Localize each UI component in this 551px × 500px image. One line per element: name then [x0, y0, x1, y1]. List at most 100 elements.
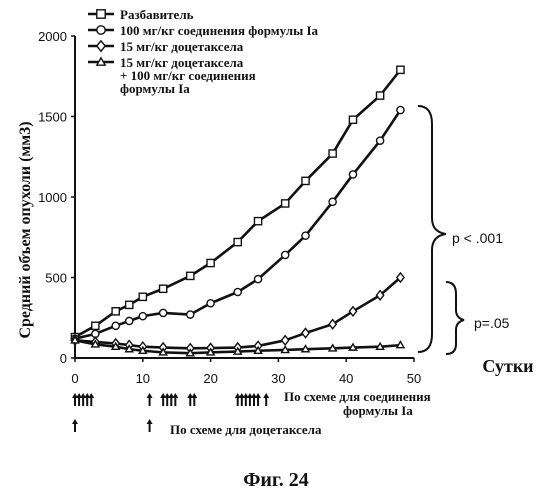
data-point-circle — [329, 198, 336, 205]
data-point-diamond — [302, 328, 309, 337]
dose-arrow-compound — [235, 393, 241, 406]
dose-arrow-compound — [160, 393, 166, 406]
x-tick-label: 10 — [136, 371, 150, 386]
data-point-circle — [302, 232, 309, 239]
figure-caption: Фиг. 24 — [243, 469, 309, 491]
dose-arrow-compound — [164, 393, 170, 406]
data-point-circle — [349, 171, 356, 178]
dosing-docetaxel-label: По схеме для доцетаксела — [170, 422, 322, 437]
x-tick-label: 50 — [407, 371, 421, 386]
x-tick-label: 30 — [271, 371, 285, 386]
data-point-square — [207, 259, 214, 266]
dose-arrow-compound — [263, 393, 269, 406]
data-point-square — [160, 285, 167, 292]
dose-arrow-compound — [88, 393, 94, 406]
x-tick-label: 20 — [203, 371, 217, 386]
data-point-circle — [282, 251, 289, 258]
series-diamond — [71, 273, 404, 353]
dosing-arrows-compound — [72, 393, 269, 406]
data-point-square — [234, 238, 241, 245]
legend-item-triangle: 15 мг/кг доцетаксела+ 100 мг/кг соединен… — [88, 55, 256, 96]
series-line-circle — [75, 110, 400, 339]
y-tick-label: 1500 — [38, 110, 67, 125]
y-tick-labels: 0 500 1000 1500 2000 — [38, 29, 75, 366]
data-point-square — [282, 200, 289, 207]
dose-arrow-compound — [168, 393, 174, 406]
arrow-head — [88, 393, 94, 398]
data-point-circle — [112, 322, 119, 329]
dose-arrow-compound — [72, 393, 78, 406]
data-point-square — [187, 272, 194, 279]
dose-arrow-compound — [251, 393, 257, 406]
series-circle — [71, 106, 404, 342]
data-point-diamond — [97, 41, 105, 51]
legend-label: Разбавитель — [120, 7, 194, 22]
p-value-upper: p < .001 — [452, 230, 503, 246]
dose-arrow-compound — [247, 393, 253, 406]
legend-label: 100 мг/кг соединения формулы Ia — [120, 23, 319, 38]
arrow-head — [147, 419, 153, 424]
data-point-square — [254, 218, 261, 225]
data-point-triangle — [349, 344, 356, 350]
data-point-triangle — [397, 342, 404, 348]
data-point-circle — [139, 313, 146, 320]
y-tick-label: 500 — [45, 271, 67, 286]
data-point-circle — [160, 309, 167, 316]
x-tick-label: 0 — [71, 371, 78, 386]
legend: Разбавитель100 мг/кг соединения формулы … — [88, 7, 319, 96]
dose-arrow-compound — [187, 393, 193, 406]
arrow-head — [147, 393, 153, 398]
dose-arrow-compound — [255, 393, 261, 406]
legend-item-circle: 100 мг/кг соединения формулы Ia — [88, 23, 319, 38]
y-tick-label: 2000 — [38, 29, 67, 44]
dose-arrow-compound — [239, 393, 245, 406]
data-point-triangle — [377, 343, 384, 349]
data-point-diamond — [349, 307, 356, 316]
data-point-circle — [254, 276, 261, 283]
data-point-circle — [126, 317, 133, 324]
dose-arrow-compound — [191, 393, 197, 406]
data-point-triangle — [302, 346, 309, 352]
data-point-square — [377, 92, 384, 99]
data-point-triangle — [282, 346, 289, 352]
x-tick-labels: 0 10 20 30 40 50 — [71, 358, 421, 386]
arrow-head — [72, 419, 78, 424]
y-tick-label: 0 — [60, 351, 67, 366]
data-point-square — [349, 116, 356, 123]
data-point-square — [92, 322, 99, 329]
legend-item-square: Разбавитель — [88, 7, 194, 22]
arrow-head — [255, 393, 261, 398]
y-axis-label: Средний объем опухоли (мм3) — [17, 121, 34, 338]
data-point-square — [126, 301, 133, 308]
data-point-circle — [397, 106, 404, 113]
data-point-circle — [187, 311, 194, 318]
dose-arrow-docetaxel — [72, 419, 78, 432]
legend-label: 15 мг/кг доцетаксела — [120, 39, 244, 54]
dosing-arrows-docetaxel — [72, 419, 153, 432]
dosing-compound-label-line1: По схеме для соединения — [284, 389, 431, 404]
data-point-square — [112, 308, 119, 315]
p-value-lower: p=.05 — [474, 315, 510, 331]
y-tick-label: 1000 — [38, 190, 67, 205]
data-point-circle — [377, 137, 384, 144]
data-point-triangle — [329, 345, 336, 351]
legend-item-diamond: 15 мг/кг доцетаксела — [88, 39, 244, 54]
dosing-compound-label-line2: формулы Ia — [343, 403, 413, 418]
x-tick-label: 40 — [339, 371, 353, 386]
legend-label-line: формулы Ia — [120, 81, 190, 96]
dose-arrow-compound — [84, 393, 90, 406]
arrow-head — [263, 393, 269, 398]
bracket-upper — [418, 106, 446, 352]
dose-arrow-compound — [147, 393, 153, 406]
dose-arrow-compound — [76, 393, 82, 406]
data-point-circle — [207, 300, 214, 307]
data-point-square — [302, 177, 309, 184]
data-point-diamond — [282, 336, 289, 345]
data-point-square — [97, 10, 105, 18]
data-point-diamond — [329, 320, 336, 329]
series-square — [71, 66, 404, 340]
data-point-square — [397, 66, 404, 73]
dose-arrow-compound — [243, 393, 249, 406]
bracket-lower — [446, 282, 464, 354]
data-point-circle — [97, 26, 105, 34]
